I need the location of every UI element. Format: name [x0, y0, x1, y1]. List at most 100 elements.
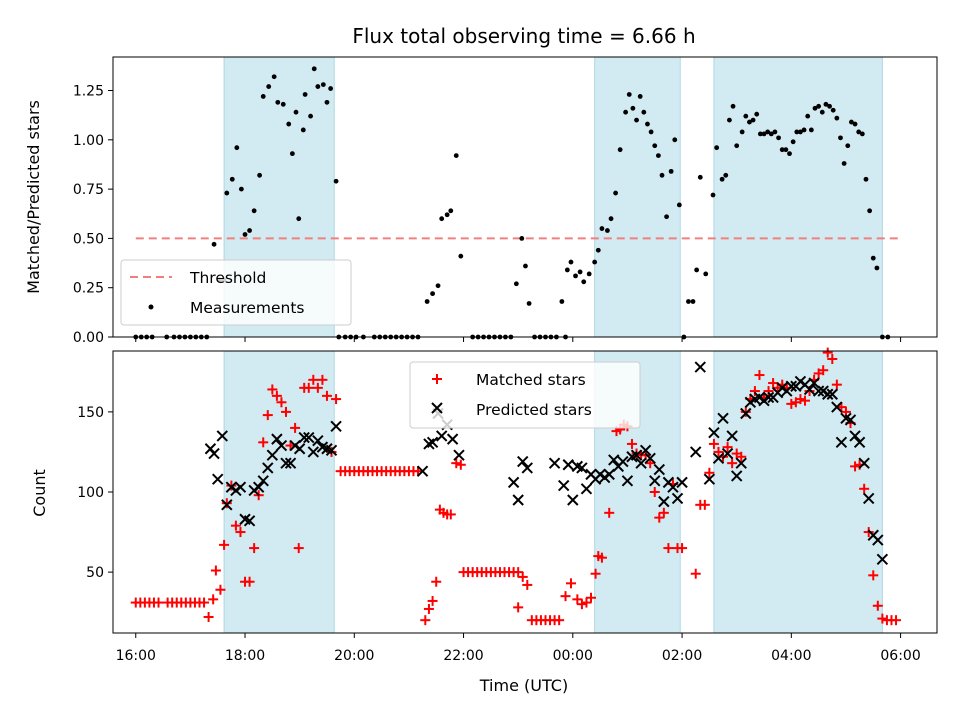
measurement-point — [315, 84, 321, 89]
matched-point — [708, 438, 719, 449]
predicted-point — [608, 454, 620, 466]
measurement-point — [812, 105, 818, 111]
predicted-point — [762, 391, 775, 404]
matched-point — [572, 594, 583, 605]
predicted-point — [435, 430, 448, 442]
matched-point — [576, 599, 587, 610]
predicted-point — [330, 420, 342, 433]
measurement-point — [328, 86, 334, 91]
measurement-point — [592, 259, 598, 265]
predicted-point — [521, 462, 533, 474]
top-y-ticks: 0.00 0.25 0.50 0.75 1.00 1.25 — [73, 84, 113, 346]
predicted-point — [872, 534, 884, 546]
matched-point — [513, 602, 524, 613]
measurement-point — [730, 103, 736, 109]
measurement-point — [790, 139, 796, 145]
measurement-point — [776, 135, 781, 141]
measurement-point — [302, 92, 308, 97]
measurement-point — [668, 168, 674, 174]
predicted-point — [726, 430, 738, 442]
x-axis-label: Time (UTC) — [479, 676, 568, 695]
bottom-y-axis-label: Count — [30, 469, 49, 517]
predicted-point — [822, 388, 834, 400]
predicted-point — [252, 481, 265, 493]
measurement-point — [827, 103, 832, 109]
matched-point — [517, 571, 528, 582]
predicted-point — [257, 475, 269, 487]
predicted-point — [262, 462, 274, 474]
x-tick-label: 06:00 — [880, 648, 920, 664]
matched-point — [822, 347, 833, 358]
matched-point — [872, 600, 883, 611]
measurement-point — [577, 269, 583, 275]
matched-point — [649, 487, 660, 497]
predicted-point — [785, 380, 798, 392]
measurement-point — [458, 253, 464, 259]
measurement-point — [623, 109, 629, 115]
measurement-point — [757, 131, 763, 137]
matched-point — [221, 498, 232, 509]
measurement-point — [586, 271, 592, 277]
matched-point — [850, 461, 861, 472]
predicted-point — [639, 444, 652, 457]
predicted-point — [212, 473, 224, 485]
matched-point — [445, 509, 456, 520]
measurement-points — [133, 66, 891, 340]
measurement-point — [743, 113, 749, 119]
measurement-point — [783, 147, 789, 153]
measurement-point — [573, 273, 578, 279]
bottom-y-ticks: 50 100 150 — [77, 405, 113, 581]
matched-point — [451, 458, 462, 469]
top-legend: Threshold Measurements — [120, 259, 352, 326]
measurement-point — [260, 94, 266, 99]
bottom-legend: Matched stars Predicted stars — [409, 361, 641, 429]
matched-point — [455, 459, 466, 470]
measurement-point — [247, 228, 252, 233]
matched-points — [130, 347, 902, 626]
matched-point — [699, 499, 710, 510]
measurement-point — [634, 117, 639, 123]
matched-point — [522, 579, 533, 590]
bottom-panel: 50 100 150 16:00 18:00 20:00 22:00 00:00 02:00 0… — [30, 347, 938, 695]
measurement-point — [229, 176, 235, 182]
measurement-point — [617, 147, 623, 153]
measurement-point — [761, 131, 767, 137]
matched-point — [663, 543, 674, 554]
predicted-point — [275, 439, 288, 452]
observing-window — [594, 56, 681, 338]
bottom-legend-box — [409, 361, 641, 429]
matched-point — [321, 390, 332, 401]
measurement-point — [300, 127, 306, 133]
measurement-point — [768, 131, 774, 137]
measurement-point — [448, 208, 454, 214]
legend-predicted-swatch — [431, 402, 443, 414]
predicted-point — [808, 377, 820, 389]
matched-point — [293, 543, 304, 554]
matched-point — [658, 507, 669, 518]
measurement-point — [652, 143, 658, 149]
matched-point — [654, 512, 665, 523]
predicted-point — [876, 553, 889, 566]
predicted-point — [298, 431, 310, 444]
predicted-point — [694, 361, 706, 373]
y-tick-label: 1.00 — [73, 133, 104, 149]
matched-point — [891, 615, 902, 626]
measurement-point — [823, 101, 829, 107]
predicted-point — [853, 436, 866, 449]
x-tick-label: 04:00 — [771, 648, 811, 664]
matched-point — [308, 374, 319, 385]
predicted-point — [416, 465, 429, 477]
measurement-point — [798, 129, 803, 135]
measurement-point — [595, 247, 601, 253]
measurement-point — [211, 241, 217, 247]
matched-point — [431, 576, 442, 587]
measurement-point — [238, 186, 244, 192]
matched-point — [604, 507, 615, 518]
matched-point — [818, 365, 829, 376]
matched-point — [513, 567, 524, 578]
observing-window — [223, 350, 335, 634]
predicted-point — [426, 436, 439, 449]
measurement-point — [608, 216, 614, 222]
